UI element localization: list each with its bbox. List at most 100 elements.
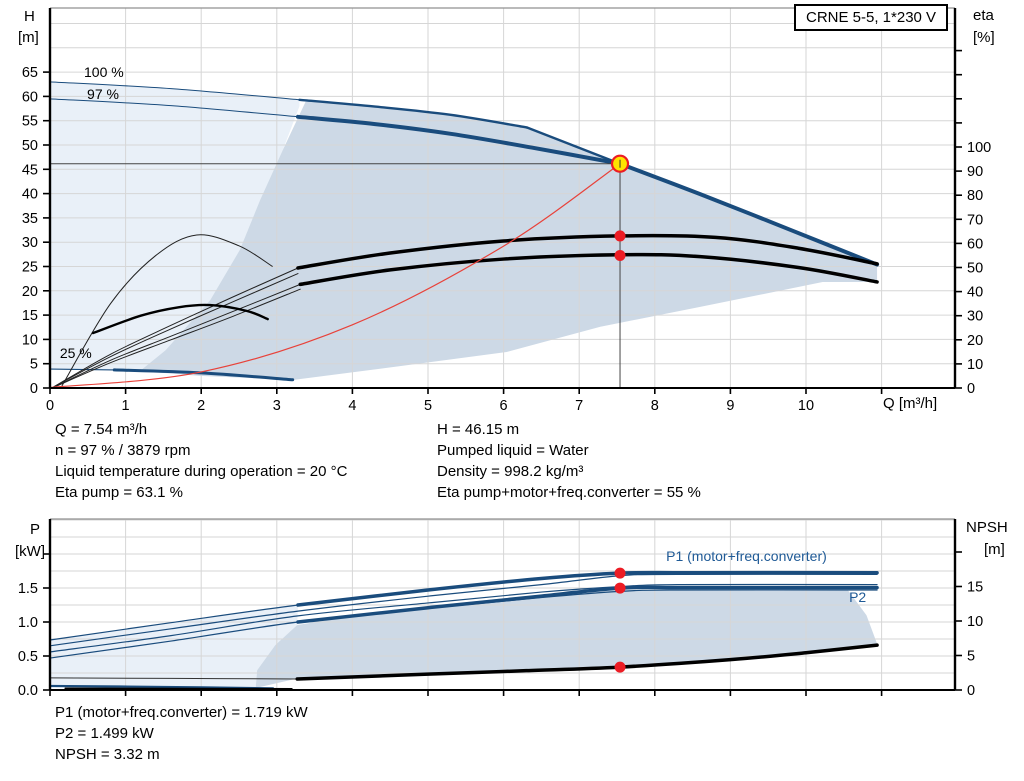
info-block-right: H = 46.15 m Pumped liquid = Water Density …	[437, 419, 701, 503]
tick-label: 0.0	[18, 683, 38, 699]
tick-label: 7	[575, 398, 583, 414]
tick-label: 10	[798, 398, 814, 414]
info-line: Liquid temperature during operation = 20…	[55, 463, 348, 480]
info-block-left: Q = 7.54 m³/h n = 97 % / 3879 rpm Liquid t…	[55, 419, 347, 503]
eta-axis-unit: [%]	[973, 29, 995, 46]
tick-label: 5	[424, 398, 432, 414]
tick-label: 35	[22, 211, 38, 227]
info-line: Q = 7.54 m³/h	[55, 421, 148, 438]
npsh-axis-title: NPSH	[966, 519, 1008, 536]
tick-label: 20	[967, 333, 983, 349]
eta-pump-point	[614, 230, 626, 242]
tick-label: 70	[967, 212, 983, 228]
tick-label: 55	[22, 114, 38, 130]
qh-97pct-thick	[295, 114, 623, 166]
tick-label: 5	[30, 357, 38, 373]
h-axis-unit: [m]	[18, 29, 39, 46]
tick-label: 8	[651, 398, 659, 414]
tick-label: 90	[967, 164, 983, 180]
tick-label: 1	[122, 398, 130, 414]
eta-50pct-arc	[61, 234, 273, 387]
info-block-bottom: P1 (motor+freq.converter) = 1.719 kW P2 =…	[55, 702, 308, 765]
p-axis-unit: [kW]	[15, 543, 45, 560]
tick-label: 3	[273, 398, 281, 414]
p2-point	[614, 582, 626, 594]
tick-label: 2	[197, 398, 205, 414]
qh-max-thick	[618, 161, 880, 267]
eta-fan-4	[53, 288, 301, 388]
tick-label: 5	[967, 649, 975, 665]
tick-label: 1.0	[18, 615, 38, 631]
p1-point	[614, 567, 626, 579]
tick-label: 1.5	[18, 581, 38, 597]
tick-label: 30	[967, 309, 983, 325]
tick-label: 40	[967, 285, 983, 301]
tick-label: 25	[22, 260, 38, 276]
tick-label: 10	[967, 614, 983, 630]
qh-100pct-med	[298, 98, 529, 129]
p2-100pct-thin	[49, 583, 878, 653]
info-line: Eta pump+motor+freq.converter = 55 %	[437, 484, 701, 501]
tick-label: 0.5	[18, 649, 38, 665]
tick-label: 20	[22, 284, 38, 300]
tick-label: 15	[967, 580, 983, 596]
info-line: n = 97 % / 3879 rpm	[55, 442, 191, 459]
info-line: Eta pump = 63.1 %	[55, 484, 183, 501]
eta-axis-title: eta	[973, 7, 994, 24]
tick-label: 0	[967, 381, 975, 397]
system-curve-red	[49, 163, 621, 389]
info-line: NPSH = 3.32 m	[55, 746, 160, 763]
info-line: Density = 998.2 kg/m³	[437, 463, 584, 480]
qh-25pct-thick	[112, 368, 295, 382]
npsh-thin	[49, 677, 298, 680]
info-line: Pumped liquid = Water	[437, 442, 589, 459]
p-axis-title: P	[30, 521, 41, 538]
curve-label-100: 100 %	[84, 63, 124, 80]
qh-25pct-thin	[49, 368, 115, 371]
npsh-point	[614, 661, 626, 673]
tick-label: 15	[22, 308, 38, 324]
tick-label: 0	[30, 381, 38, 397]
tick-label: 40	[22, 187, 38, 203]
tick-label: 60	[967, 236, 983, 252]
tick-label: 30	[22, 235, 38, 251]
eta-fan-2	[53, 273, 299, 388]
eta-fan-3	[53, 283, 301, 388]
eta-fan-1	[53, 267, 299, 388]
p2-thick	[296, 585, 879, 624]
tick-label: 50	[22, 138, 38, 154]
qh-97pct-thin	[49, 98, 299, 118]
tick-label: 50	[967, 261, 983, 277]
envelope-light	[50, 81, 300, 371]
npsh-axis-unit: [m]	[984, 541, 1005, 558]
tick-label: 9	[726, 398, 734, 414]
p1-thick	[296, 570, 879, 607]
info-line: P2 = 1.499 kW	[55, 725, 154, 742]
tick-label: 0	[46, 398, 54, 414]
curve-label-97: 97 %	[87, 86, 119, 103]
q-axis-title: Q [m³/h]	[883, 395, 938, 412]
eta-total-thick	[298, 252, 879, 287]
curve-label-25: 25 %	[59, 344, 92, 361]
tick-label: 60	[22, 89, 38, 105]
tick-label: 100	[967, 140, 991, 156]
curve-label-p2: P2	[849, 589, 867, 606]
info-line: H = 46.15 m	[437, 421, 520, 438]
info-line: P1 (motor+freq.converter) = 1.719 kW	[55, 704, 308, 721]
tick-label: 80	[967, 188, 983, 204]
qh-100pct-powerlimit	[525, 126, 622, 165]
qh-100pct-thin	[49, 81, 300, 101]
eta-total-point	[614, 249, 626, 261]
h-axis-title: H	[24, 8, 35, 25]
curve-label-p1-motor-freq-converter: P1 (motor+freq.converter)	[666, 547, 827, 564]
tick-label: 6	[500, 398, 508, 414]
pump-title-box: CRNE 5-5, 1*230 V	[794, 4, 949, 31]
tick-label: 0	[967, 683, 975, 699]
tick-label: 10	[967, 357, 983, 373]
tick-label: 45	[22, 162, 38, 178]
tick-label: 10	[22, 332, 38, 348]
tick-label: 4	[348, 398, 356, 414]
eta-25pct-arc	[91, 303, 269, 335]
